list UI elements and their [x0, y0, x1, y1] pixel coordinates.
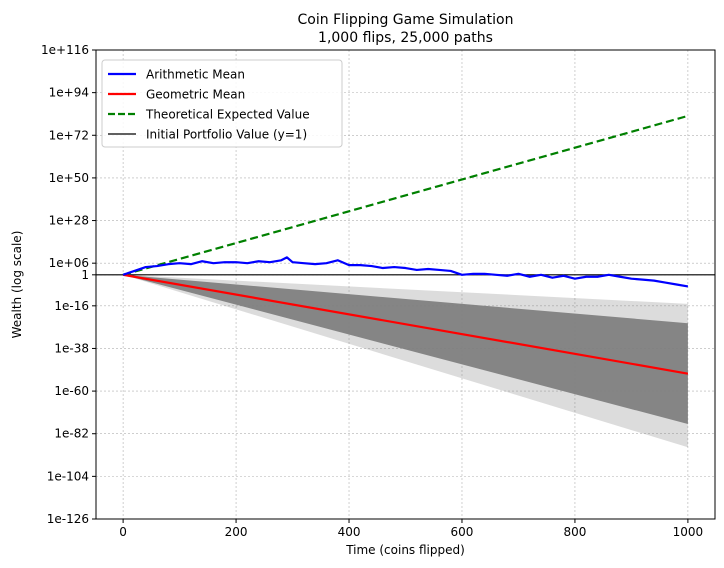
y-axis-label: Wealth (log scale): [10, 231, 24, 339]
y-tick-label-0: 1e+116: [41, 43, 89, 57]
y-tick-label-5: 1e+06: [49, 256, 89, 270]
chart-title: Coin Flipping Game Simulation: [298, 12, 514, 28]
y-tick-label-7: 1e-16: [54, 299, 89, 313]
x-tick-label-0: 0: [119, 525, 127, 539]
legend-box: [101, 59, 343, 148]
series-line-0: [122, 256, 689, 288]
series-line-1: [122, 273, 689, 375]
y-tick-label-11: 1e-104: [47, 469, 89, 483]
x-tick-label-1: 200: [225, 525, 248, 539]
x-axis-label: Time (coins flipped): [345, 543, 465, 557]
legend-label-3: Initial Portfolio Value (y=1): [146, 128, 307, 142]
chart-subtitle: 1,000 flips, 25,000 paths: [318, 30, 493, 46]
legend-label-0: Arithmetic Mean: [146, 68, 245, 82]
dense-path-band: [123, 274, 688, 425]
y-tick-label-10: 1e-82: [54, 427, 89, 441]
y-tick-label-1: 1e+94: [49, 86, 89, 100]
y-tick-label-3: 1e+50: [49, 171, 89, 185]
x-tick-label-5: 1000: [673, 525, 704, 539]
y-tick-label-9: 1e-60: [54, 384, 89, 398]
legend: Arithmetic Mean Geometric Mean Theoretical…: [101, 59, 343, 148]
x-tick-label-4: 800: [563, 525, 586, 539]
legend-label-2: Theoretical Expected Value: [145, 108, 310, 122]
axis-ticks: 0 200 400 600 800 1000 1e+116 1e+94 1e+72 1e+50 1e…: [41, 43, 703, 539]
y-tick-label-6: 1: [81, 268, 89, 282]
series-line-2: [122, 114, 689, 276]
y-tick-label-8: 1e-38: [54, 341, 89, 355]
x-tick-label-2: 400: [338, 525, 361, 539]
y-tick-label-2: 1e+72: [49, 128, 89, 142]
legend-label-1: Geometric Mean: [146, 88, 245, 102]
plot-frame: [95, 49, 716, 520]
y-tick-label-12: 1e-126: [47, 512, 89, 526]
x-tick-label-3: 600: [451, 525, 474, 539]
series-lines: [96, 114, 715, 375]
y-tick-label-4: 1e+28: [49, 214, 89, 228]
path-envelope: [123, 274, 688, 448]
